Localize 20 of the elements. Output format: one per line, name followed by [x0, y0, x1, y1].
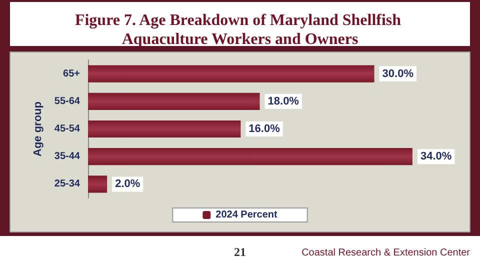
chart-title: Figure 7. Age Breakdown of Maryland Shellfish Aquaculture Workers and Owners — [74, 12, 406, 48]
y-tick-label: 35-44 — [54, 151, 80, 162]
data-label: 30.0% — [382, 68, 414, 80]
y-tick-label: 55-64 — [54, 96, 80, 107]
bar — [88, 65, 374, 82]
y-tick-label: 45-54 — [54, 124, 80, 134]
data-label: 18.0% — [268, 95, 300, 108]
bar — [88, 148, 412, 166]
text: Coastal Research & Extension Center — [302, 248, 471, 258]
legend-label: 2024 Percent — [216, 210, 278, 220]
y-tick-label: 25-34 — [54, 178, 80, 190]
y-tick-label: 65+ — [63, 68, 80, 80]
bar — [88, 176, 108, 193]
data-label: 34.0% — [420, 150, 452, 163]
data-label: 2.0% — [115, 178, 140, 190]
y-axis-title: Age group — [32, 101, 44, 156]
bar — [88, 120, 241, 138]
data-label: 16.0% — [248, 123, 280, 135]
text: 21 — [234, 245, 246, 259]
bar — [88, 92, 260, 110]
